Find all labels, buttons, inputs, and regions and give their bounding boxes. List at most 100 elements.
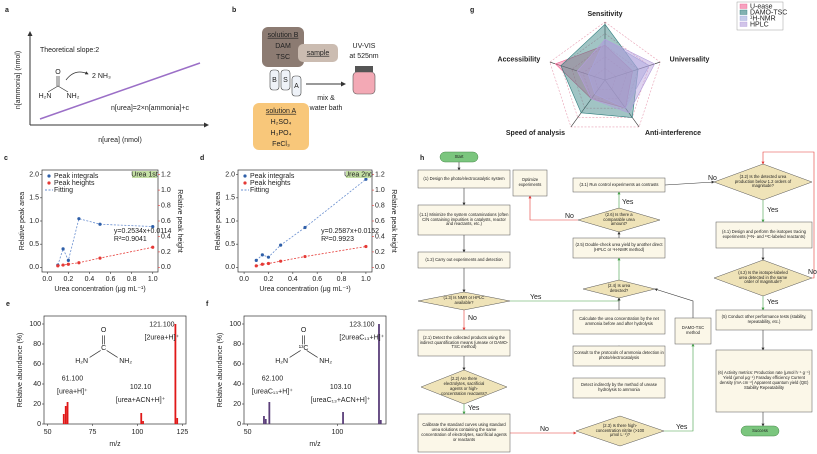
flow-node-text: (4.1) Design and perform the isotopes tr… <box>721 229 807 239</box>
panel-letter: d <box>200 155 204 162</box>
flow-node-text: (3.2) Is the detected urea production be… <box>734 173 792 189</box>
y2-tick-label: 0.4 <box>375 233 385 240</box>
peak-label: 102.10 <box>130 384 152 391</box>
x-tick-label: 0.6 <box>106 276 116 283</box>
panel-letter: b <box>232 7 236 14</box>
x-tick-label: 100 <box>332 429 344 436</box>
slope-line <box>39 62 201 120</box>
flow-node-text: (2.3) Is there high-concentration nitrit… <box>595 422 645 438</box>
reagent-text: H₂SO₄ <box>271 119 292 126</box>
y-tick-label: 2.0 <box>225 171 235 178</box>
legend-frame <box>736 1 784 31</box>
axis-label: Sensitivity <box>587 11 622 18</box>
flow-node <box>674 317 712 345</box>
flow-node <box>572 177 666 193</box>
data-point <box>279 259 283 263</box>
peak-label: [ureaC₁₃+H]⁺ <box>252 388 293 395</box>
flow-node <box>715 349 813 413</box>
x-tick-label: 50 <box>44 429 52 436</box>
x-axis-label: n[urea] (nmol) <box>98 137 142 144</box>
detector-text: at 525nm <box>349 53 378 60</box>
product: 2 NH₃ <box>92 73 111 80</box>
data-point <box>151 245 155 249</box>
data-point <box>66 258 70 263</box>
flow-node-text: (6) Activity metrics: Production rate (μ… <box>717 370 810 390</box>
peak-label: [urea+ACN+H]⁺ <box>116 397 166 404</box>
x-tick-label: 0.4 <box>85 276 95 283</box>
flow-node <box>417 413 511 453</box>
x-tick-label: 0.0 <box>42 276 52 283</box>
flow-decision <box>577 207 661 233</box>
flow-node <box>572 309 666 335</box>
flow-node <box>572 377 666 399</box>
peak-label: [ureaC₁₃+ACN+H]⁺ <box>311 397 371 404</box>
data-point <box>98 222 102 226</box>
panel-letter: f <box>206 301 209 308</box>
atom: O <box>55 69 61 76</box>
flow-node-text: Calibrate the standard curves using stan… <box>421 422 507 442</box>
y-tick-label: 0.0 <box>29 264 39 271</box>
tube-label: S <box>283 77 288 84</box>
grid-ring <box>593 68 617 90</box>
peak <box>66 402 69 424</box>
bond <box>306 350 318 358</box>
legend-swatch <box>739 9 748 15</box>
panel-letter: e <box>6 301 10 308</box>
x-tick-label: 0.8 <box>337 276 347 283</box>
y-tick-label: 0 <box>37 421 41 428</box>
y-tick-label: 20 <box>33 401 41 408</box>
edge-label: Yes <box>676 424 688 431</box>
edge-label: No <box>708 175 717 182</box>
flow-edge <box>664 343 695 432</box>
data-point <box>56 264 60 268</box>
tube <box>291 75 302 97</box>
atom: ¹³C <box>299 345 309 352</box>
step-text: mix & <box>317 95 335 102</box>
panel-letter: a <box>5 7 9 14</box>
peak-label: 103.10 <box>330 384 352 391</box>
peak-label: [2ureaC₁₃+H]⁺ <box>339 334 384 341</box>
flow-node-text: Success <box>752 427 768 433</box>
vial-cap <box>355 66 373 72</box>
data-point <box>77 261 81 265</box>
data-point <box>364 177 368 181</box>
tube <box>269 69 280 91</box>
axis-label: Universality <box>670 56 710 63</box>
legend-label: Peak heights <box>54 180 95 187</box>
y2-axis-label: Relative peak height <box>176 189 183 252</box>
radar-area <box>577 39 656 114</box>
bond <box>289 350 301 358</box>
flow-node <box>715 221 813 249</box>
peak <box>342 412 344 424</box>
tube <box>280 69 291 91</box>
x-axis-label: Urea concentration (μg mL⁻¹) <box>54 286 145 293</box>
edge-label: Yes <box>530 294 542 301</box>
peak <box>64 406 67 424</box>
data-point <box>61 247 65 251</box>
flow-node <box>417 251 511 269</box>
legend-label: Peak heights <box>250 180 291 187</box>
y-axis-label: Relative peak area <box>215 192 222 250</box>
x-tick-label: 50 <box>244 429 252 436</box>
edge-label: No <box>468 315 477 322</box>
legend-label: U-ease <box>750 3 773 10</box>
y-tick-label: 0.5 <box>29 241 39 248</box>
axis-label: Speed of analysis <box>506 130 565 137</box>
peak-label: [2urea+H]⁺ <box>145 334 180 341</box>
flow-node-text: Consult to the protocols of ammonia dete… <box>574 350 664 360</box>
atom: H₂N <box>275 358 288 365</box>
y-tick-label: 100 <box>29 321 41 328</box>
y2-tick-label: 0.0 <box>161 264 171 271</box>
annotation: y=0.2587x+0.0152 <box>321 228 379 235</box>
flow-edge <box>528 195 578 221</box>
flow-node <box>512 169 548 197</box>
bond <box>106 350 118 358</box>
legend-label: DAMO-TSC <box>750 9 787 16</box>
reagent-text: sample <box>307 50 330 57</box>
flow-node <box>572 345 666 367</box>
plot-frame <box>243 315 387 425</box>
y2-tick-label: 0.6 <box>161 218 171 225</box>
flow-node <box>417 169 511 189</box>
y-axis-label: Relative abundance (%) <box>217 333 224 408</box>
y2-tick-label: 0.6 <box>375 218 385 225</box>
